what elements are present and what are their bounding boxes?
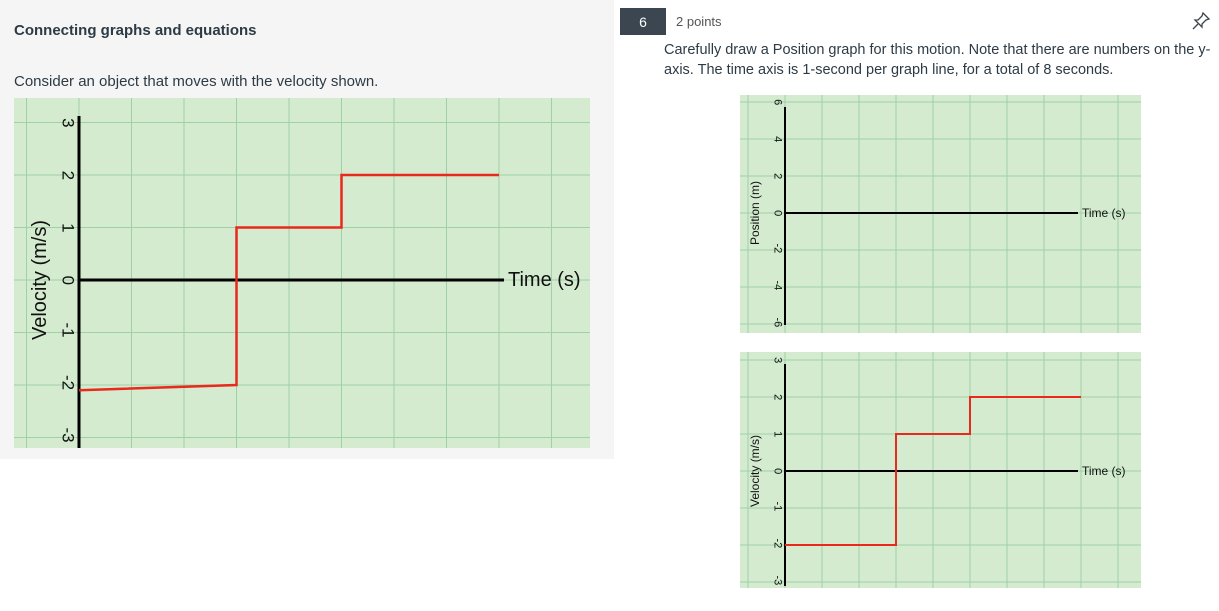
question-points: 2 points xyxy=(676,14,722,29)
y-axis-label: Velocity (m/s) xyxy=(748,435,762,507)
question-text: Carefully draw a Position graph for this… xyxy=(664,42,1211,78)
question-number: 6 xyxy=(620,8,666,35)
velocity-line xyxy=(78,173,499,392)
y-tick-label: 0 xyxy=(772,468,784,474)
y-tick-label: 4 xyxy=(772,136,784,142)
velocity-line xyxy=(785,396,1081,546)
y-tick-label: 1 xyxy=(772,431,784,437)
grid-background xyxy=(14,98,590,448)
y-tick-label: 6 xyxy=(772,99,784,105)
x-axis-label: Time (s) xyxy=(508,269,581,291)
pin-icon[interactable] xyxy=(1191,11,1211,31)
y-tick-label: 2 xyxy=(772,394,784,400)
x-axis-label: Time (s) xyxy=(1082,464,1126,478)
section-title: Connecting graphs and equations xyxy=(14,22,257,39)
y-tick-label: 2 xyxy=(58,171,77,180)
velocity-graph-small: 3 2 1 0 -1 -2 -3 Time (s) Velocity (m/s) xyxy=(740,352,1141,588)
question-prompt: Consider an object that moves with the v… xyxy=(14,73,379,90)
y-tick-label: -1 xyxy=(772,502,784,512)
velocity-graph-large: 3 2 1 0 -1 -2 -3 Time (s) Velocity (m/s) xyxy=(14,98,590,448)
y-tick-label: 0 xyxy=(58,276,77,285)
position-graph[interactable]: 6 4 2 0 -2 -4 -6 Time (s) Position (m) xyxy=(740,95,1141,333)
y-tick-label: 0 xyxy=(772,210,784,216)
y-axis-label: Position (m) xyxy=(748,181,762,245)
y-tick-label: 2 xyxy=(772,173,784,179)
y-tick-label: 3 xyxy=(772,357,784,363)
x-axis-label: Time (s) xyxy=(1082,206,1126,220)
y-tick-label: -1 xyxy=(58,322,77,337)
y-tick-label: -3 xyxy=(772,576,784,586)
y-tick-label: -4 xyxy=(772,281,784,291)
y-tick-label: -2 xyxy=(772,539,784,549)
y-tick-label: 3 xyxy=(58,118,77,127)
y-tick-label: -3 xyxy=(58,427,77,442)
y-tick-label: -2 xyxy=(772,244,784,254)
y-tick-label: -2 xyxy=(58,375,77,390)
y-tick-label: 1 xyxy=(58,223,77,232)
y-tick-label: -6 xyxy=(772,318,784,328)
y-axis-label: Velocity (m/s) xyxy=(29,220,51,340)
